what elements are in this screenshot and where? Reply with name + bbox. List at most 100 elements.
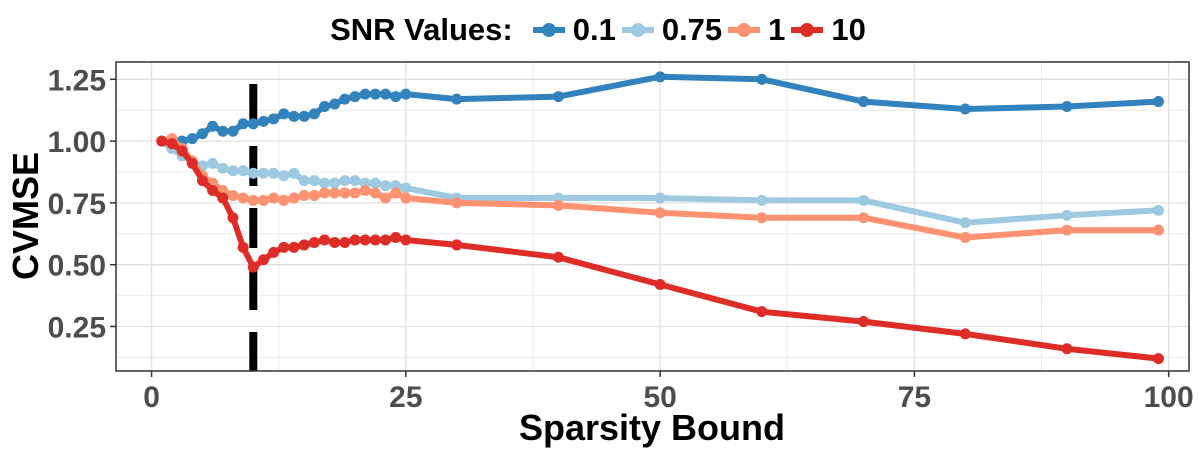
- series-3-point: [196, 175, 208, 187]
- y-tick-label: 0.50: [48, 250, 106, 283]
- series-0-point: [318, 100, 330, 112]
- series-3-point: [1152, 353, 1164, 365]
- series-1-point: [329, 177, 341, 189]
- series-1-point: [278, 170, 290, 182]
- series-0-point: [227, 125, 239, 137]
- series-3-point: [268, 246, 280, 258]
- series-3-point: [308, 236, 320, 248]
- series-3-point: [207, 185, 219, 197]
- legend-label-1: 0.75: [661, 12, 723, 47]
- series-3-point: [349, 234, 361, 246]
- series-0-point: [237, 118, 249, 130]
- legend-key-dot: [800, 23, 815, 37]
- series-1-point: [400, 182, 412, 194]
- series-3-point: [298, 239, 310, 251]
- series-1-point: [227, 165, 239, 177]
- series-0-point: [196, 128, 208, 140]
- series-2-point: [552, 199, 564, 211]
- series-layer: [156, 71, 1164, 365]
- series-3-point: [756, 306, 768, 318]
- legend-label-3: 10: [831, 12, 866, 47]
- series-2-point: [268, 192, 280, 204]
- y-tick-label: 1.25: [48, 64, 106, 97]
- series-0-point: [268, 113, 280, 125]
- series-1-point: [247, 167, 259, 179]
- legend-item-3: 10: [789, 12, 866, 48]
- series-0-point: [349, 91, 361, 103]
- series-3-point: [176, 145, 188, 157]
- series-0-point: [400, 88, 412, 100]
- legend-label-0: 0.1: [572, 12, 616, 47]
- series-3-point: [186, 157, 198, 169]
- series-3-point: [359, 234, 371, 246]
- x-tick-label: 100: [1144, 381, 1194, 414]
- series-2-point: [380, 192, 392, 204]
- series-0-point: [858, 96, 870, 108]
- series-1-point: [1152, 204, 1164, 216]
- series-0-point: [380, 88, 392, 100]
- series-0-point: [247, 118, 259, 130]
- series-0-point: [308, 108, 320, 120]
- series-2-point: [339, 187, 351, 199]
- y-axis-ticks: 0.25 0.50 0.75 1.00 1.25: [48, 64, 116, 345]
- series-1-point: [217, 162, 229, 174]
- series-2-point: [390, 187, 402, 199]
- series-0-point: [959, 103, 971, 115]
- series-3-point: [217, 192, 229, 204]
- series-2-point: [359, 185, 371, 197]
- legend-key-1: [620, 12, 656, 48]
- x-axis-title: Sparsity Bound: [519, 407, 785, 448]
- series-2-point: [227, 189, 239, 201]
- series-1-point: [1061, 209, 1073, 221]
- series-1-point: [268, 167, 280, 179]
- series-2-point: [349, 187, 361, 199]
- series-2-point: [1152, 224, 1164, 236]
- series-3-point: [1061, 343, 1073, 355]
- series-0-point: [369, 88, 381, 100]
- legend-label-2: 1: [768, 12, 786, 47]
- series-3-point: [156, 135, 168, 147]
- series-0-point: [288, 110, 300, 122]
- series-3-point: [339, 236, 351, 248]
- series-3-point: [166, 138, 178, 150]
- legend-key-dot: [630, 23, 645, 37]
- series-1-point: [349, 175, 361, 187]
- legend-key-dot: [541, 23, 556, 37]
- series-3-point: [959, 328, 971, 340]
- series-2-point: [858, 212, 870, 224]
- series-3-point: [451, 239, 463, 251]
- series-2-point: [298, 189, 310, 201]
- series-2-point: [1061, 224, 1073, 236]
- series-0-point: [552, 91, 564, 103]
- series-3-point: [227, 212, 239, 224]
- series-1-point: [654, 192, 666, 204]
- series-0-point: [390, 91, 402, 103]
- series-3-point: [858, 316, 870, 328]
- series-0-point: [186, 133, 198, 145]
- series-0-point: [298, 110, 310, 122]
- series-2-point: [451, 197, 463, 209]
- series-0-point: [339, 93, 351, 105]
- series-0-point: [654, 71, 666, 83]
- series-1-point: [959, 217, 971, 229]
- series-3: [156, 135, 1164, 365]
- series-1-point: [288, 167, 300, 179]
- series-1-point: [339, 175, 351, 187]
- series-2-point: [318, 187, 330, 199]
- legend-item-2: 1: [726, 12, 785, 48]
- series-1-point: [207, 157, 219, 169]
- y-axis-title: CVMSE: [5, 152, 46, 280]
- series-2-point: [288, 192, 300, 204]
- series-1-point: [237, 165, 249, 177]
- x-tick-label: 0: [143, 381, 160, 414]
- y-tick-label: 1.00: [48, 126, 106, 159]
- series-1-point: [257, 167, 269, 179]
- series-3-point: [318, 234, 330, 246]
- series-0-point: [1152, 96, 1164, 108]
- series-2-point: [959, 232, 971, 244]
- legend-items: 0.1 0.75 1 10: [531, 12, 870, 48]
- series-0-point: [756, 73, 768, 85]
- series-0-point: [451, 93, 463, 105]
- legend-key-dot: [737, 23, 752, 37]
- series-2-point: [400, 192, 412, 204]
